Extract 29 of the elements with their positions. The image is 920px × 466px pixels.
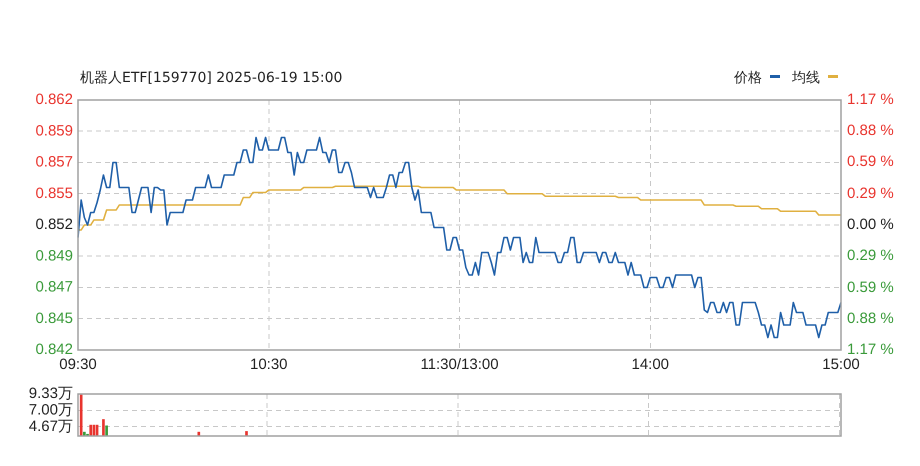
y2-tick-label: 0.29 % — [847, 247, 894, 264]
x-tick-label: 14:00 — [631, 356, 670, 374]
x-tick-label: 09:30 — [59, 356, 97, 374]
y2-tick-label: 0.88 % — [847, 310, 894, 328]
y-tick-label: 4.67万 — [28, 418, 73, 435]
y-tick-label: 0.862 — [35, 91, 73, 108]
x-tick-label: 10:30 — [250, 356, 288, 374]
legend-label: 价格 — [734, 70, 762, 86]
y-tick-label: 0.855 — [35, 184, 73, 202]
legend-label: 均线 — [792, 70, 820, 86]
y-tick-label: 9.33万 — [28, 385, 73, 402]
y-tick-label: 0.857 — [35, 154, 73, 171]
y-tick-label: 0.859 — [35, 122, 73, 140]
y2-tick-label: 1.17 % — [847, 91, 894, 108]
y2-tick-label: 0.59 % — [847, 153, 894, 170]
x-tick-label: 11:30/13:00 — [420, 356, 499, 374]
y2-tick-label: 0.29 % — [847, 185, 894, 202]
y2-tick-label: 0.88 % — [847, 122, 894, 140]
y-tick-label: 0.845 — [35, 310, 73, 327]
y-tick-label: 0.852 — [35, 216, 73, 234]
y-tick-label: 0.842 — [35, 341, 73, 358]
y-tick-label: 7.00万 — [28, 402, 73, 419]
y2-tick-label: 0.00 % — [847, 216, 894, 234]
y-tick-label: 0.847 — [35, 278, 73, 296]
chart-title: 机器人ETF[159770] 2025-06-19 15:00 — [80, 69, 342, 87]
y2-tick-label: 0.59 % — [847, 279, 894, 296]
y-tick-label: 0.849 — [35, 247, 73, 264]
y2-tick-label: 1.17 % — [847, 341, 894, 358]
x-tick-label: 15:00 — [822, 356, 860, 374]
